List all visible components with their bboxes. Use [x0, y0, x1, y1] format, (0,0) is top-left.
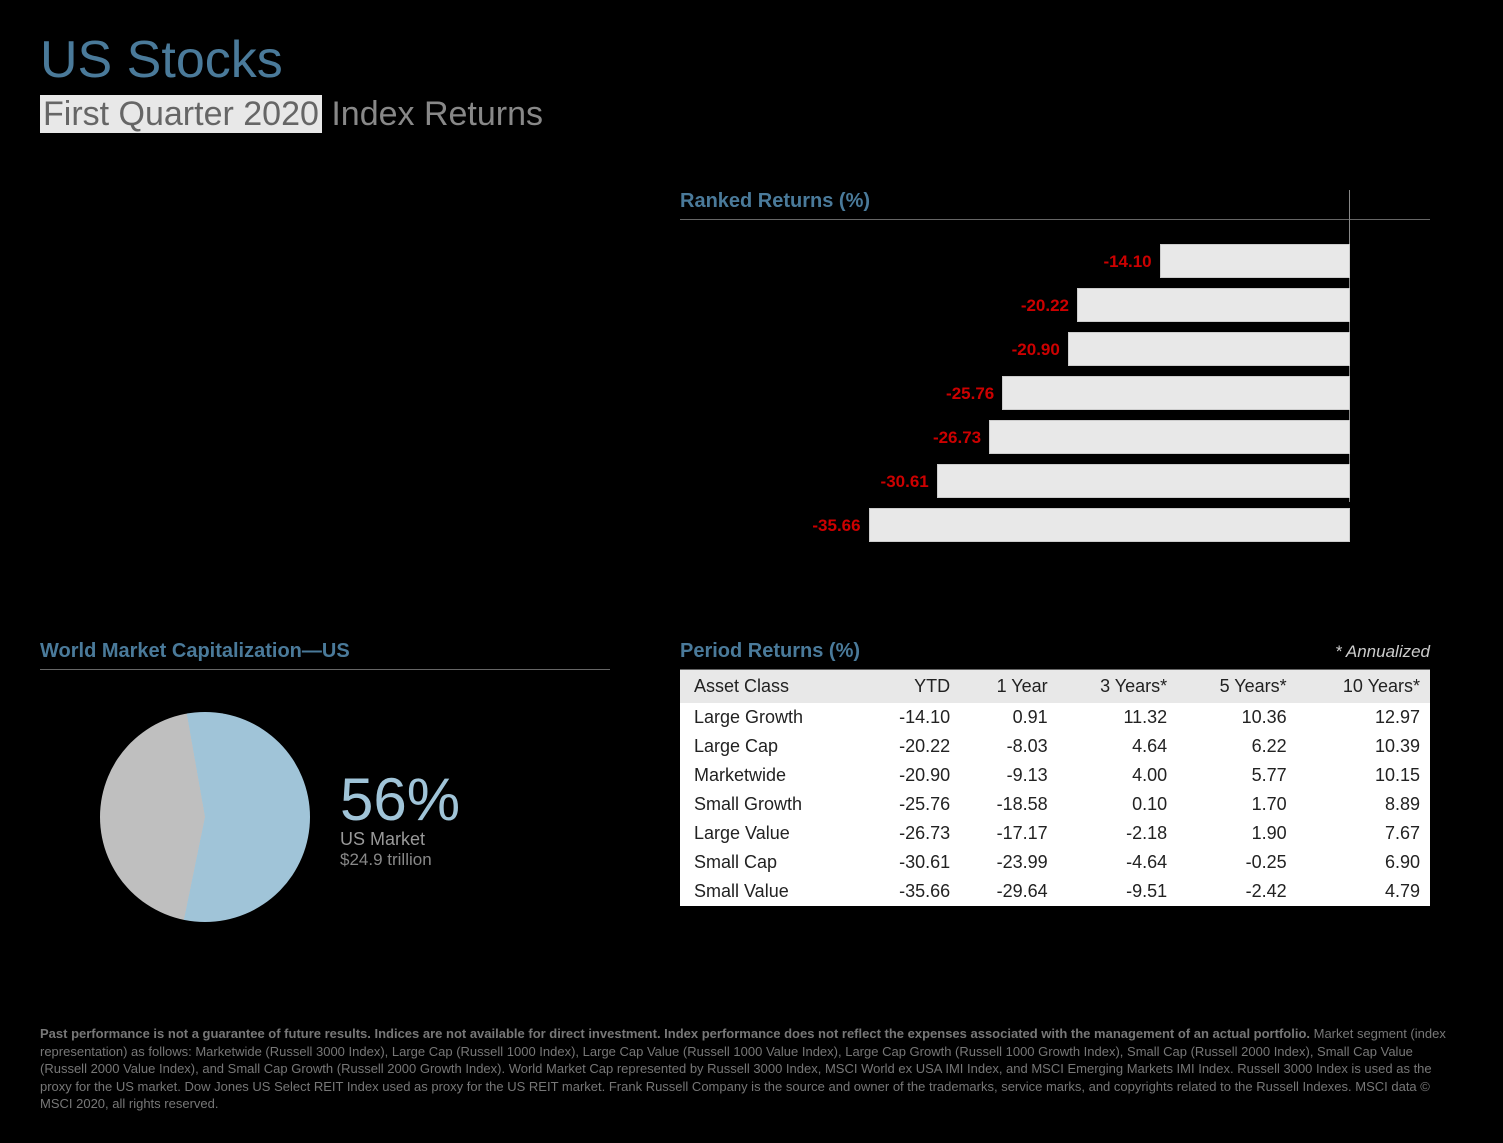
table-cell: -29.64	[960, 877, 1058, 906]
bar-label: -20.90	[998, 340, 1060, 360]
table-cell: -9.13	[960, 761, 1058, 790]
table-cell: -2.42	[1177, 877, 1297, 906]
table-cell: -20.22	[863, 732, 961, 761]
world-cap-section: World Market Capitalization—US 56% US Ma…	[40, 640, 610, 922]
table-cell: 6.90	[1297, 848, 1430, 877]
bar-label: -26.73	[919, 428, 981, 448]
bar-fill	[1077, 288, 1350, 322]
period-returns-header: Period Returns (%) * Annualized	[680, 640, 1430, 670]
table-cell: 12.97	[1297, 703, 1430, 732]
bar-label: -35.66	[799, 516, 861, 536]
bar-label: -30.61	[867, 472, 929, 492]
table-cell: Small Growth	[680, 790, 863, 819]
table-header-cell: Asset Class	[680, 670, 863, 703]
subtitle-highlighted: First Quarter 2020	[40, 95, 322, 133]
table-cell: -14.10	[863, 703, 961, 732]
ranked-returns-heading: Ranked Returns (%)	[680, 190, 1430, 220]
page-title: US Stocks	[40, 30, 1463, 90]
subtitle-rest: Index Returns	[322, 95, 543, 133]
table-cell: 11.32	[1058, 703, 1178, 732]
bar-label: -14.10	[1090, 252, 1152, 272]
bar-label: -20.22	[1007, 296, 1069, 316]
pie-amount: $24.9 trillion	[340, 850, 460, 870]
period-returns-heading: Period Returns (%)	[680, 640, 860, 663]
bar-fill	[1068, 332, 1350, 366]
table-cell: 4.64	[1058, 732, 1178, 761]
disclaimer-bold: Past performance is not a guarantee of f…	[40, 1026, 1310, 1041]
bar-row: -25.76	[680, 374, 1430, 418]
table-row: Marketwide-20.90-9.134.005.7710.15	[680, 761, 1430, 790]
page-subtitle: First Quarter 2020 Index Returns	[40, 95, 1463, 134]
pie-pct: 56%	[340, 765, 460, 834]
pie-callout: 56% US Market $24.9 trillion	[340, 765, 460, 870]
bar-fill	[989, 420, 1350, 454]
bar-row: -26.73	[680, 418, 1430, 462]
table-cell: -25.76	[863, 790, 961, 819]
table-cell: -23.99	[960, 848, 1058, 877]
bar-row: -14.10	[680, 242, 1430, 286]
period-returns-note: * Annualized	[1335, 642, 1430, 662]
table-cell: -17.17	[960, 819, 1058, 848]
bar-row: -35.66	[680, 506, 1430, 550]
period-returns-section: Period Returns (%) * Annualized Asset Cl…	[680, 640, 1430, 906]
bar-fill	[1002, 376, 1350, 410]
disclaimer: Past performance is not a guarantee of f…	[40, 1025, 1460, 1113]
table-cell: -35.66	[863, 877, 961, 906]
table-row: Large Value-26.73-17.17-2.181.907.67	[680, 819, 1430, 848]
table-cell: Small Value	[680, 877, 863, 906]
table-cell: -18.58	[960, 790, 1058, 819]
table-cell: -9.51	[1058, 877, 1178, 906]
ranked-returns-chart: -14.10 -20.22 -20.90 -25.76 -26.73 -30.61 -35.…	[680, 232, 1430, 550]
bar-row: -30.61	[680, 462, 1430, 506]
table-header-cell: 1 Year	[960, 670, 1058, 703]
table-header-row: Asset ClassYTD1 Year3 Years*5 Years*10 Y…	[680, 670, 1430, 703]
table-cell: -26.73	[863, 819, 961, 848]
table-cell: 0.10	[1058, 790, 1178, 819]
table-row: Large Cap-20.22-8.034.646.2210.39	[680, 732, 1430, 761]
ranked-returns-section: Ranked Returns (%) -14.10 -20.22 -20.90 -25…	[680, 190, 1430, 550]
pie-container: 56% US Market $24.9 trillion	[40, 682, 610, 922]
table-header-cell: 5 Years*	[1177, 670, 1297, 703]
table-row: Small Cap-30.61-23.99-4.64-0.256.90	[680, 848, 1430, 877]
table-cell: Large Cap	[680, 732, 863, 761]
page-header: US Stocks First Quarter 2020 Index Retur…	[40, 30, 1463, 134]
bar-label: -25.76	[932, 384, 994, 404]
table-cell: Large Value	[680, 819, 863, 848]
table-cell: 0.91	[960, 703, 1058, 732]
table-cell: 6.22	[1177, 732, 1297, 761]
bar-row: -20.90	[680, 330, 1430, 374]
table-cell: -20.90	[863, 761, 961, 790]
pie-chart	[100, 712, 310, 922]
table-cell: Small Cap	[680, 848, 863, 877]
table-cell: -4.64	[1058, 848, 1178, 877]
table-cell: Large Growth	[680, 703, 863, 732]
world-cap-heading: World Market Capitalization—US	[40, 640, 610, 670]
table-row: Small Growth-25.76-18.580.101.708.89	[680, 790, 1430, 819]
table-cell: 1.90	[1177, 819, 1297, 848]
table-cell: Marketwide	[680, 761, 863, 790]
bar-fill	[937, 464, 1350, 498]
table-cell: -0.25	[1177, 848, 1297, 877]
table-cell: 4.00	[1058, 761, 1178, 790]
bar-row: -20.22	[680, 286, 1430, 330]
table-cell: 5.77	[1177, 761, 1297, 790]
table-cell: 10.39	[1297, 732, 1430, 761]
table-cell: -2.18	[1058, 819, 1178, 848]
table-cell: 1.70	[1177, 790, 1297, 819]
table-cell: 4.79	[1297, 877, 1430, 906]
table-cell: 10.15	[1297, 761, 1430, 790]
table-cell: -8.03	[960, 732, 1058, 761]
table-cell: -30.61	[863, 848, 961, 877]
bar-fill	[1160, 244, 1350, 278]
table-header-cell: 3 Years*	[1058, 670, 1178, 703]
table-cell: 7.67	[1297, 819, 1430, 848]
table-cell: 8.89	[1297, 790, 1430, 819]
table-header-cell: YTD	[863, 670, 961, 703]
table-row: Large Growth-14.100.9111.3210.3612.97	[680, 703, 1430, 732]
table-row: Small Value-35.66-29.64-9.51-2.424.79	[680, 877, 1430, 906]
table-cell: 10.36	[1177, 703, 1297, 732]
period-returns-table: Asset ClassYTD1 Year3 Years*5 Years*10 Y…	[680, 670, 1430, 906]
bar-fill	[869, 508, 1350, 542]
table-header-cell: 10 Years*	[1297, 670, 1430, 703]
